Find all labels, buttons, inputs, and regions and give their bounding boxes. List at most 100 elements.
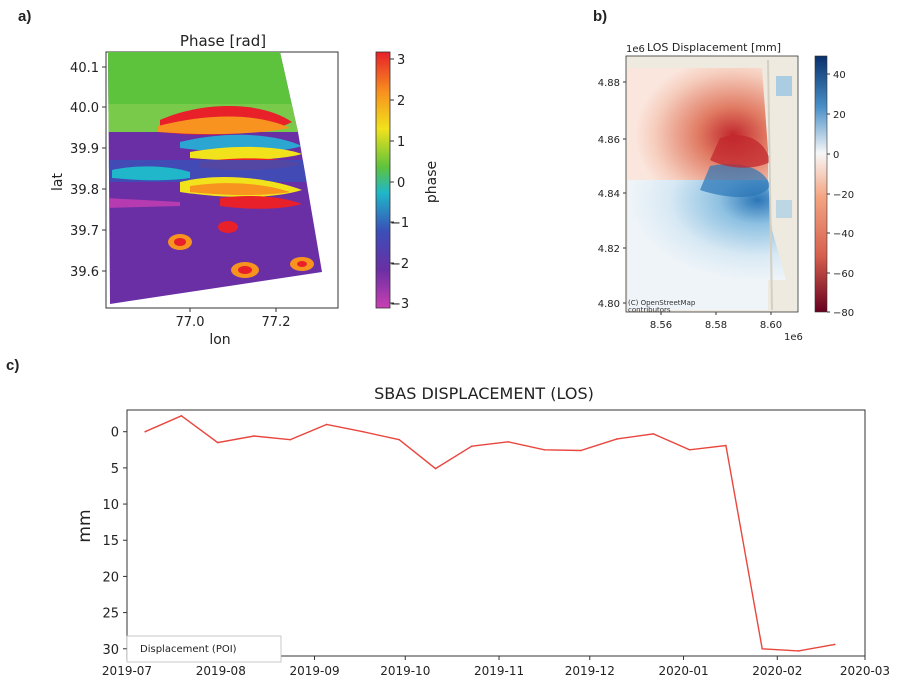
data-point [616, 438, 618, 440]
x-tick-label: 2020-02 [752, 664, 802, 678]
x-tick-label: 2019-12 [565, 664, 615, 678]
los-attribution: (C) OpenStreetMap [628, 299, 696, 307]
phase-y-tick: 39.8 [70, 183, 99, 198]
phase-colorbar-tick: 1 [397, 135, 405, 150]
los-colorbar-tick: 40 [833, 70, 846, 81]
data-point [216, 441, 219, 444]
data-point [471, 445, 473, 447]
phase-colorbar-label: phase [424, 161, 440, 203]
data-point [579, 449, 582, 452]
los-map-x-ticks: 8.56 8.58 8.60 [650, 312, 782, 331]
series-line-displacement [144, 414, 835, 652]
phase-colorbar-tick: −2 [390, 257, 409, 272]
chart-legend-box [126, 635, 282, 663]
x-tick-label: 2020-01 [658, 664, 708, 678]
phase-x-tick: 77.0 [176, 315, 205, 330]
y-tick-label: 5 [111, 462, 119, 477]
los-y-offset: 1e6 [626, 44, 645, 55]
chart-series [144, 414, 836, 652]
x-tick-label: 2019-08 [196, 664, 246, 678]
phase-map-figure: Phase [rad] 40.1 40.0 39.9 [50, 32, 440, 348]
phase-x-tick: 77.2 [262, 315, 291, 330]
data-point [325, 423, 328, 426]
los-colorbar-tick: −20 [833, 190, 854, 201]
phase-map-ylabel: lat [50, 173, 66, 191]
los-y-tick: 4.86 [598, 135, 620, 146]
data-point [253, 435, 255, 437]
los-colorbar-tick: 20 [833, 110, 846, 121]
phase-colorbar [375, 51, 391, 309]
los-y-tick: 4.82 [598, 244, 620, 255]
data-point [507, 441, 509, 443]
los-x-tick: 8.60 [760, 320, 782, 331]
los-colorbar-tick: −60 [833, 269, 854, 280]
los-y-tick: 4.80 [598, 299, 620, 310]
data-point [833, 643, 836, 646]
x-tick-label: 2019-10 [380, 664, 430, 678]
los-colorbar-tick: −80 [833, 308, 854, 319]
los-y-tick: 4.88 [598, 78, 620, 89]
phase-map-title: Phase [rad] [180, 32, 266, 50]
sbas-displacement-chart: SBAS DISPLACEMENT (LOS) mm 051015202530 … [75, 384, 890, 678]
los-map-title: LOS Displacement [mm] [647, 41, 781, 54]
data-point [362, 430, 364, 433]
x-tick-label: 2019-09 [289, 664, 339, 678]
y-tick-label: 0 [111, 426, 119, 441]
los-map-y-ticks: 4.88 4.86 4.84 4.82 4.80 [598, 78, 626, 310]
y-tick-label: 20 [102, 570, 119, 585]
phase-y-tick: 39.7 [70, 224, 99, 239]
phase-map-x-ticks: 77.0 77.2 [176, 308, 291, 330]
los-attribution: contributors [628, 306, 671, 314]
los-colorbar-tick: 0 [833, 150, 839, 161]
data-point [398, 438, 401, 441]
panel-label-c: c) [6, 357, 20, 374]
phase-y-tick: 39.6 [70, 265, 99, 280]
los-x-offset: 1e6 [784, 332, 803, 343]
phase-colorbar-tick: 2 [397, 94, 405, 109]
chart-plot-area [126, 409, 866, 657]
los-displacement-raster [628, 59, 792, 311]
data-point [652, 433, 655, 435]
phase-y-tick: 39.9 [70, 142, 99, 157]
chart-legend: Displacement (POI) [126, 635, 282, 663]
data-point [543, 448, 546, 451]
phase-colorbar-ticks: 3 2 1 0 −1 −2 −3 [390, 53, 409, 312]
los-colorbar [814, 55, 828, 313]
x-tick-label: 2019-07 [102, 664, 152, 678]
data-point [797, 650, 800, 652]
chart-y-ticks: 0 5 10 15 20 25 30 [102, 426, 127, 658]
panel-label-b: b) [593, 8, 608, 25]
chart-title: SBAS DISPLACEMENT (LOS) [374, 384, 594, 403]
data-point [289, 438, 292, 441]
los-colorbar-ticks: 40 20 0 −20 −40 −60 −80 [827, 70, 854, 319]
phase-colorbar-tick: 0 [397, 176, 405, 191]
los-x-tick: 8.58 [705, 320, 727, 331]
data-point [144, 430, 146, 433]
phase-y-tick: 40.1 [70, 61, 99, 76]
phase-colorbar-tick: 3 [397, 53, 405, 68]
los-y-tick: 4.84 [598, 189, 620, 200]
phase-colorbar-tick: −1 [390, 216, 409, 231]
phase-map-xlabel: lon [209, 332, 230, 348]
y-tick-label: 30 [102, 643, 119, 658]
data-point [434, 467, 437, 470]
y-tick-label: 15 [102, 534, 119, 549]
chart-ylabel: mm [75, 509, 95, 542]
los-x-tick: 8.56 [650, 320, 672, 331]
data-point [180, 414, 183, 417]
panel-label-a: a) [18, 8, 32, 25]
data-point [761, 647, 763, 650]
chart-x-ticks: 2019-07 2019-08 2019-09 2019-10 2019-11 2019-… [102, 656, 890, 678]
phase-y-tick: 40.0 [70, 101, 99, 116]
data-point [725, 444, 727, 447]
y-tick-label: 25 [102, 607, 119, 622]
phase-colorbar-tick: −3 [390, 297, 409, 312]
los-map-figure: 1e6 LOS Displacement [mm] 4.88 4.86 4.84… [598, 41, 854, 343]
data-point [688, 448, 691, 451]
x-tick-label: 2019-11 [474, 664, 524, 678]
los-colorbar-tick: −40 [833, 229, 854, 240]
chart-legend-label: Displacement (POI) [140, 644, 237, 655]
x-tick-label: 2020-03 [840, 664, 890, 678]
y-tick-label: 10 [102, 498, 119, 513]
phase-map-y-ticks: 40.1 40.0 39.9 39.8 39.7 39.6 [70, 61, 106, 280]
